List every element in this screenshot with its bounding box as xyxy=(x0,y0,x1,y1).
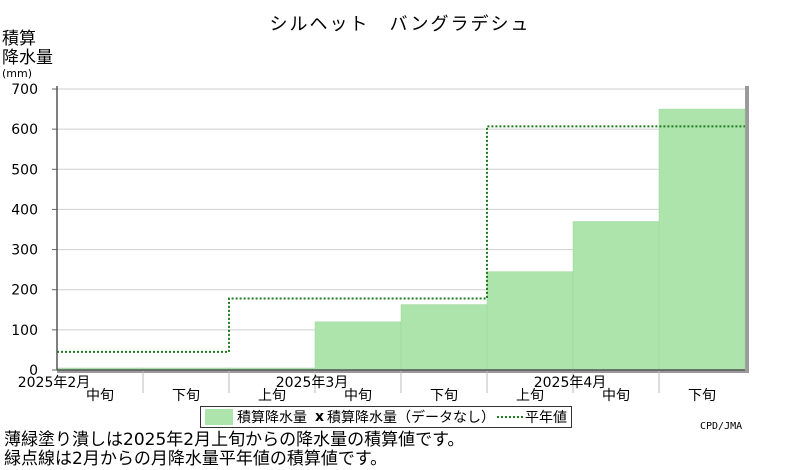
y-tick-label: 500 xyxy=(11,162,38,178)
x-tick-label: 上旬 xyxy=(258,388,286,404)
y-tick-label: 300 xyxy=(11,243,38,259)
legend: 積算降水量 x 積算降水量（データなし） 平年値 xyxy=(200,406,573,428)
y-tick-label: 100 xyxy=(11,323,38,339)
x-tick-label: 中旬 xyxy=(86,388,114,404)
month-label: 2025年4月 xyxy=(534,375,607,391)
normal-step-line xyxy=(57,125,745,353)
legend-dotted-line xyxy=(497,416,524,418)
precip-bar xyxy=(314,321,402,371)
y-axis-label: 積算 降水量 (mm) xyxy=(2,30,53,80)
y-tick-label: 0 xyxy=(29,363,38,379)
x-tick-label: 中旬 xyxy=(602,388,630,404)
x-tick-label: 下旬 xyxy=(172,388,200,404)
y-axis-unit: (mm) xyxy=(2,67,33,80)
precip-bar xyxy=(400,304,488,371)
precip-bar xyxy=(486,271,574,371)
legend-filled-label: 積算降水量 xyxy=(237,410,307,426)
y-tick-label: 600 xyxy=(11,122,38,138)
legend-nodata-label: 積算降水量（データなし） xyxy=(327,410,496,426)
precip-bar xyxy=(658,108,746,371)
chart-title: シルヘット バングラデシュ xyxy=(269,14,531,35)
y-axis-label-line2: 降水量 xyxy=(2,48,53,68)
precip-bar xyxy=(572,221,660,371)
footnote-1: 薄緑塗り潰しは2025年2月上旬からの降水量の積算値です。 xyxy=(4,430,465,450)
month-label: 2025年3月 xyxy=(276,375,349,391)
y-tick-label: 200 xyxy=(11,283,38,299)
x-tick-label: 下旬 xyxy=(688,388,716,404)
y-tick-label: 400 xyxy=(11,202,38,218)
x-tick-label: 中旬 xyxy=(344,388,372,404)
month-label: 2025年2月 xyxy=(18,375,91,391)
credit: CPD/JMA xyxy=(700,421,743,432)
x-tick-label: 下旬 xyxy=(430,388,458,404)
footnote-2: 緑点線は2月からの月降水量平年値の積算値です。 xyxy=(4,449,388,469)
y-axis-label-line1: 積算 xyxy=(2,29,36,49)
y-tick-label: 700 xyxy=(11,82,38,98)
x-tick-label: 上旬 xyxy=(516,388,544,404)
legend-normal-label: 平年値 xyxy=(525,410,568,426)
legend-nodata-mark: x xyxy=(315,409,325,425)
legend-swatch-filled xyxy=(205,409,233,425)
